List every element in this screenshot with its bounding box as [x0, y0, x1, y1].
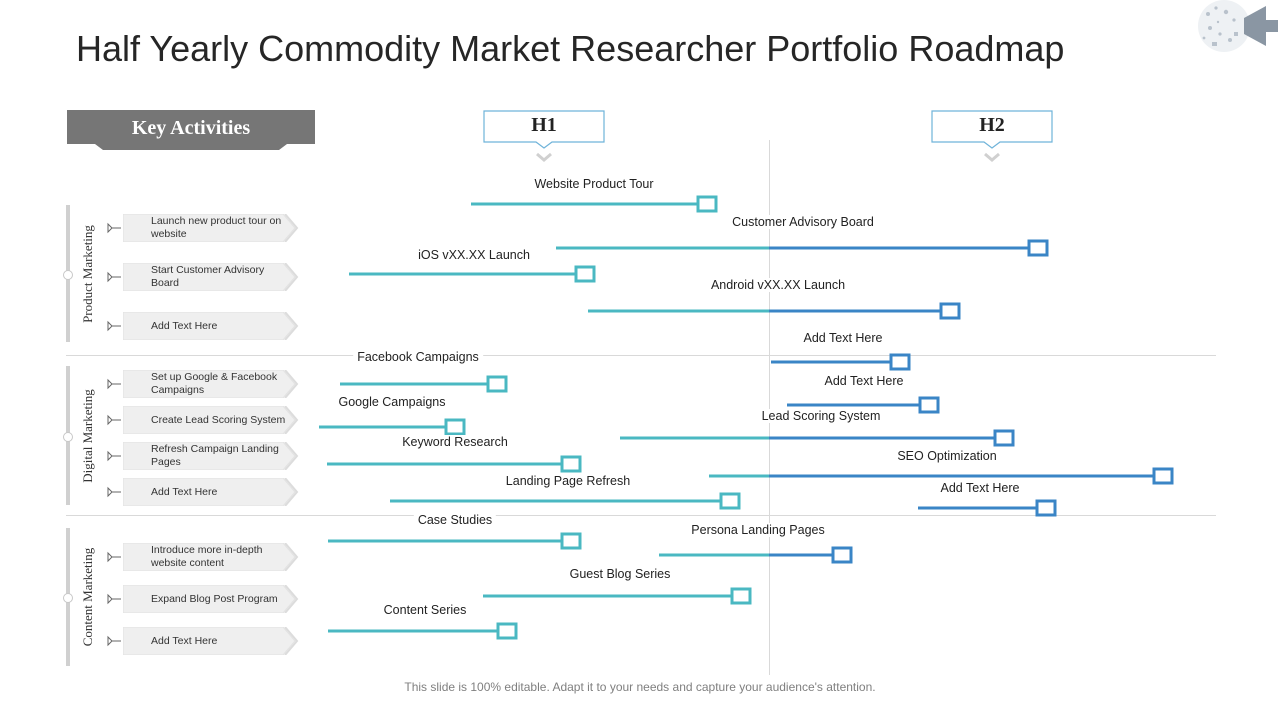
arrow-connector-icon: [107, 320, 121, 332]
activity-label: Start Customer Advisory Board: [151, 264, 265, 289]
arrow-connector-icon: [107, 222, 121, 234]
roadmap-bar: [918, 499, 1057, 517]
milestone-marker: [560, 532, 582, 550]
roadmap-bar: [620, 429, 1015, 447]
half-divider: [769, 140, 770, 675]
roadmap-item-label: Add Text Here: [936, 481, 1024, 495]
roadmap-item-label: Android vXX.XX Launch: [706, 278, 850, 292]
milestone-marker: [444, 418, 466, 436]
milestone-marker: [1152, 467, 1174, 485]
roadmap-item-label: Landing Page Refresh: [501, 474, 635, 488]
activity-label: Introduce more in-depth website content: [151, 544, 263, 569]
milestone-marker: [831, 546, 853, 564]
activity-item: Introduce more in-depth website content: [107, 543, 299, 571]
roadmap-item-label: Content Series: [379, 603, 471, 617]
roadmap-item-label: Lead Scoring System: [757, 409, 885, 423]
milestone-marker: [1027, 239, 1049, 257]
activity-label: Create Lead Scoring System: [151, 413, 286, 426]
category-dot: [63, 593, 73, 603]
megaphone-icon: [1190, 0, 1280, 56]
activity-item: Add Text Here: [107, 478, 299, 506]
roadmap-item-label: Customer Advisory Board: [728, 215, 878, 229]
roadmap-bar: [328, 532, 582, 550]
activity-label: Add Text Here: [151, 319, 218, 332]
activity-label: Set up Google & Facebook Campaigns: [151, 371, 278, 396]
arrow-connector-icon: [107, 450, 121, 462]
category-dot: [63, 431, 73, 442]
h2-header: H2: [931, 110, 1053, 162]
category-dot: [63, 269, 73, 280]
roadmap-bar: [787, 396, 940, 414]
roadmap-bar: [483, 587, 752, 605]
roadmap-bar: [349, 265, 596, 283]
milestone-marker: [719, 492, 741, 510]
activity-label: Add Text Here: [151, 634, 218, 647]
arrow-connector-icon: [107, 271, 121, 283]
activity-item: Launch new product tour on website: [107, 214, 299, 242]
activity-item: Expand Blog Post Program: [107, 585, 299, 613]
key-activities-label: Key Activities: [131, 117, 251, 139]
arrow-connector-icon: [107, 635, 121, 647]
roadmap-bar: [556, 239, 1049, 257]
activity-label: Launch new product tour on website: [151, 215, 282, 240]
roadmap-item-label: Google Campaigns: [334, 395, 450, 409]
section-divider: [66, 515, 1216, 516]
activity-item: Start Customer Advisory Board: [107, 263, 299, 291]
arrow-connector-icon: [107, 551, 121, 563]
roadmap-bar: [709, 467, 1174, 485]
arrow-connector-icon: [107, 593, 121, 605]
roadmap-bar: [328, 622, 518, 640]
roadmap-item-label: Facebook Campaigns: [353, 350, 483, 364]
milestone-marker: [730, 587, 752, 605]
roadmap-item-label: iOS vXX.XX Launch: [414, 248, 534, 262]
roadmap-item-label: Case Studies: [413, 513, 497, 527]
section-divider: [66, 355, 1216, 356]
roadmap-bar: [327, 455, 582, 473]
milestone-marker: [889, 353, 911, 371]
roadmap-bar: [390, 492, 741, 510]
roadmap-item-label: Add Text Here: [820, 374, 908, 388]
arrow-connector-icon: [107, 414, 121, 426]
milestone-marker: [574, 265, 596, 283]
activity-item: Set up Google & Facebook Campaigns: [107, 370, 299, 398]
roadmap-item-label: Website Product Tour: [530, 177, 658, 191]
roadmap-item-label: Persona Landing Pages: [687, 523, 829, 537]
milestone-marker: [486, 375, 508, 393]
h1-label: H1: [531, 114, 557, 136]
activity-item: Add Text Here: [107, 312, 299, 340]
milestone-marker: [696, 195, 718, 213]
milestone-marker: [1035, 499, 1057, 517]
milestone-marker: [918, 396, 940, 414]
roadmap-bar: [340, 375, 508, 393]
activity-item: Create Lead Scoring System: [107, 406, 299, 434]
slide-title: Half Yearly Commodity Market Researcher …: [76, 28, 1065, 69]
arrow-connector-icon: [107, 486, 121, 498]
milestone-marker: [496, 622, 518, 640]
roadmap-bar: [771, 353, 911, 371]
key-activities-banner: Key Activities: [67, 110, 315, 152]
roadmap-item-label: Guest Blog Series: [565, 567, 675, 581]
footer-note: This slide is 100% editable. Adapt it to…: [404, 680, 876, 694]
roadmap-bar: [319, 418, 466, 436]
h2-label: H2: [979, 114, 1005, 136]
milestone-marker: [560, 455, 582, 473]
roadmap-bar: [471, 195, 718, 213]
h1-header: H1: [483, 110, 605, 162]
activity-label: Add Text Here: [151, 485, 218, 498]
activity-item: Add Text Here: [107, 627, 299, 655]
milestone-marker: [939, 302, 961, 320]
activity-label: Refresh Campaign Landing Pages: [151, 443, 279, 468]
roadmap-item-label: Keyword Research: [398, 435, 512, 449]
milestone-marker: [993, 429, 1015, 447]
roadmap-item-label: SEO Optimization: [893, 449, 1001, 463]
roadmap-bar: [588, 302, 961, 320]
arrow-connector-icon: [107, 378, 121, 390]
roadmap-bar: [659, 546, 853, 564]
activity-item: Refresh Campaign Landing Pages: [107, 442, 299, 470]
activity-label: Expand Blog Post Program: [151, 592, 278, 605]
roadmap-item-label: Add Text Here: [799, 331, 887, 345]
